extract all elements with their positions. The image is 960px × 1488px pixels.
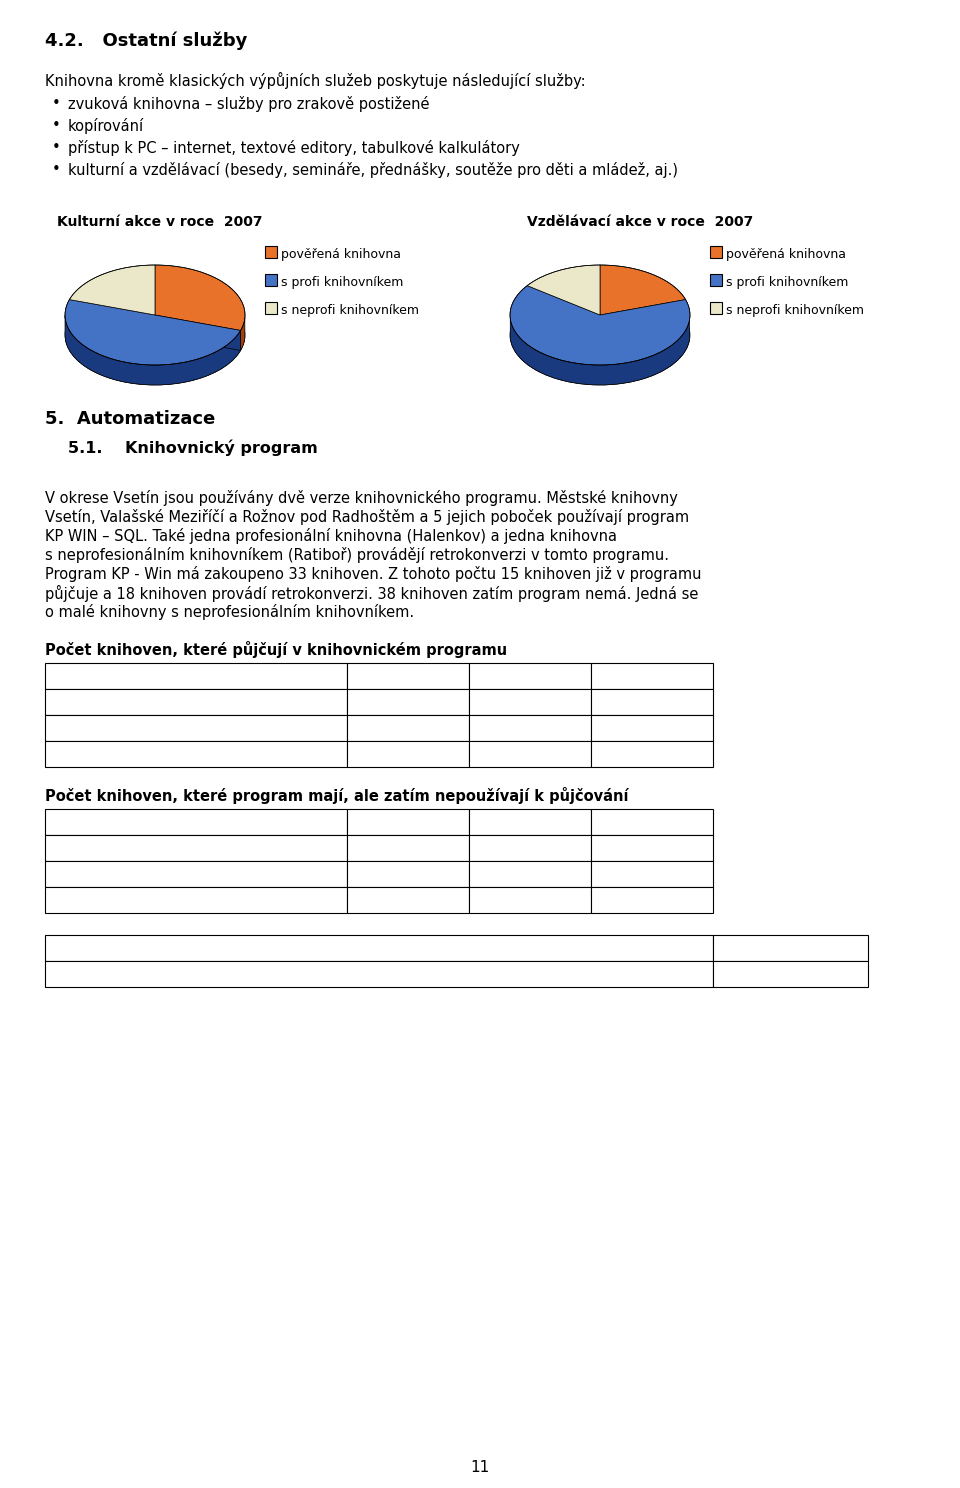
Polygon shape	[241, 318, 245, 351]
Text: Počet knihoven s KP Win - SQL: Počet knihoven s KP Win - SQL	[50, 722, 260, 735]
Text: s neprofi knihovníkem: s neprofi knihovníkem	[281, 304, 419, 317]
Text: 11: 11	[470, 1460, 490, 1475]
Polygon shape	[65, 315, 241, 385]
Text: knihovny celkem: knihovny celkem	[50, 893, 180, 908]
Text: s neprofi knihovníkem: s neprofi knihovníkem	[726, 304, 864, 317]
Text: Počet knihoven s KP Win: Počet knihoven s KP Win	[50, 695, 220, 708]
Text: Program KP - Win má zakoupeno 33 knihoven. Z tohoto počtu 15 knihoven již v prog: Program KP - Win má zakoupeno 33 knihove…	[45, 565, 702, 582]
Text: •: •	[52, 118, 60, 132]
Text: přístup k PC – internet, textové editory, tabulkové kalkulátory: přístup k PC – internet, textové editory…	[68, 140, 520, 156]
Text: 4.2.   Ostatní služby: 4.2. Ostatní služby	[45, 33, 248, 51]
Polygon shape	[600, 265, 685, 315]
Text: 5.  Automatizace: 5. Automatizace	[45, 411, 215, 429]
Bar	[710, 274, 722, 286]
Text: o malé knihovny s neprofesionálním knihovníkem.: o malé knihovny s neprofesionálním kniho…	[45, 604, 414, 620]
Text: KP WIN – SQL. Také jedna profesionální knihovna (Halenkov) a jedna knihovna: KP WIN – SQL. Také jedna profesionální k…	[45, 528, 617, 545]
Ellipse shape	[65, 286, 245, 385]
Polygon shape	[155, 315, 241, 351]
Text: počet knihoven bez knihovnického programu: počet knihoven bez knihovnického program…	[50, 967, 363, 981]
Text: s neprofesionálním knihovníkem (Ratiboř) provádějí retrokonverzi v tomto program: s neprofesionálním knihovníkem (Ratiboř)…	[45, 548, 669, 562]
Text: pobočky: pobočky	[497, 815, 563, 829]
Text: Počet knihoven, které program mají, ale zatím nepoužívají k půjčování: Počet knihoven, které program mají, ale …	[45, 787, 629, 804]
Text: celkem: celkem	[625, 815, 680, 829]
Polygon shape	[69, 265, 155, 315]
Text: Počet knihoven s KP Win: Počet knihoven s KP Win	[50, 841, 220, 856]
Text: Knihovna kromě klasických výpůjních služeb poskytuje následující služby:: Knihovna kromě klasických výpůjních služ…	[45, 71, 586, 89]
Text: Počet knihoven s KP Win - SQL: Počet knihoven s KP Win - SQL	[50, 868, 260, 881]
Text: •: •	[52, 140, 60, 155]
Polygon shape	[527, 265, 600, 315]
Text: 15: 15	[643, 695, 660, 708]
Text: •: •	[52, 97, 60, 112]
Text: 2: 2	[403, 868, 413, 881]
Text: •: •	[52, 162, 60, 177]
Text: 20: 20	[642, 893, 661, 908]
Text: 18: 18	[643, 841, 660, 856]
Text: 3: 3	[403, 722, 413, 735]
Polygon shape	[155, 315, 241, 351]
Text: knihovny: knihovny	[372, 670, 444, 683]
Text: kopírování: kopírování	[68, 118, 144, 134]
Text: zvuková knihovna – služby pro zrakově postižené: zvuková knihovna – služby pro zrakově po…	[68, 97, 429, 112]
Bar	[265, 302, 277, 314]
Polygon shape	[155, 265, 245, 330]
Bar	[265, 246, 277, 257]
Text: 38: 38	[781, 967, 800, 981]
Text: počet knihoven celkem: počet knihoven celkem	[50, 940, 211, 955]
Text: Vsetín, Valašské Meziříčí a Rožnov pod Radhoštěm a 5 jejich poboček používají pr: Vsetín, Valašské Meziříčí a Rožnov pod R…	[45, 509, 689, 525]
Text: kulturní a vzdělávací (besedy, semináře, přednášky, soutěže pro děti a mládež, a: kulturní a vzdělávací (besedy, semináře,…	[68, 162, 678, 179]
Polygon shape	[65, 299, 241, 365]
Text: 8: 8	[648, 722, 657, 735]
Polygon shape	[510, 286, 690, 365]
Text: knihovny celkem: knihovny celkem	[50, 747, 180, 760]
Text: 5: 5	[526, 722, 535, 735]
Ellipse shape	[510, 286, 690, 385]
Bar	[265, 274, 277, 286]
Text: s profi knihovníkem: s profi knihovníkem	[281, 275, 403, 289]
Text: 5.1.    Knihovnický program: 5.1. Knihovnický program	[68, 440, 318, 457]
Text: 1: 1	[525, 841, 535, 856]
Text: celkem: celkem	[625, 670, 680, 683]
Text: s profi knihovníkem: s profi knihovníkem	[726, 275, 849, 289]
Bar	[710, 246, 722, 257]
Text: 81: 81	[781, 940, 800, 955]
Text: 15: 15	[399, 695, 417, 708]
Text: pobočky: pobočky	[497, 668, 563, 683]
Text: pověřená knihovna: pověřená knihovna	[726, 248, 846, 260]
Text: knihovny: knihovny	[372, 815, 444, 829]
Text: 2: 2	[648, 868, 657, 881]
Text: 23: 23	[642, 747, 661, 760]
Text: V okrese Vsetín jsou používány dvě verze knihovnického programu. Městské knihovn: V okrese Vsetín jsou používány dvě verze…	[45, 490, 678, 506]
Bar	[710, 302, 722, 314]
Text: půjčuje a 18 knihoven provádí retrokonverzi. 38 knihoven zatím program nemá. Jed: půjčuje a 18 knihoven provádí retrokonve…	[45, 585, 698, 603]
Text: pověřená knihovna: pověřená knihovna	[281, 248, 401, 260]
Text: Vzdělávací akce v roce  2007: Vzdělávací akce v roce 2007	[527, 214, 754, 229]
Text: 17: 17	[399, 841, 417, 856]
Polygon shape	[511, 318, 689, 385]
Text: Počet knihoven, které půjčují v knihovnickém programu: Počet knihoven, které půjčují v knihovni…	[45, 641, 507, 658]
Text: Kulturní akce v roce  2007: Kulturní akce v roce 2007	[58, 214, 263, 229]
